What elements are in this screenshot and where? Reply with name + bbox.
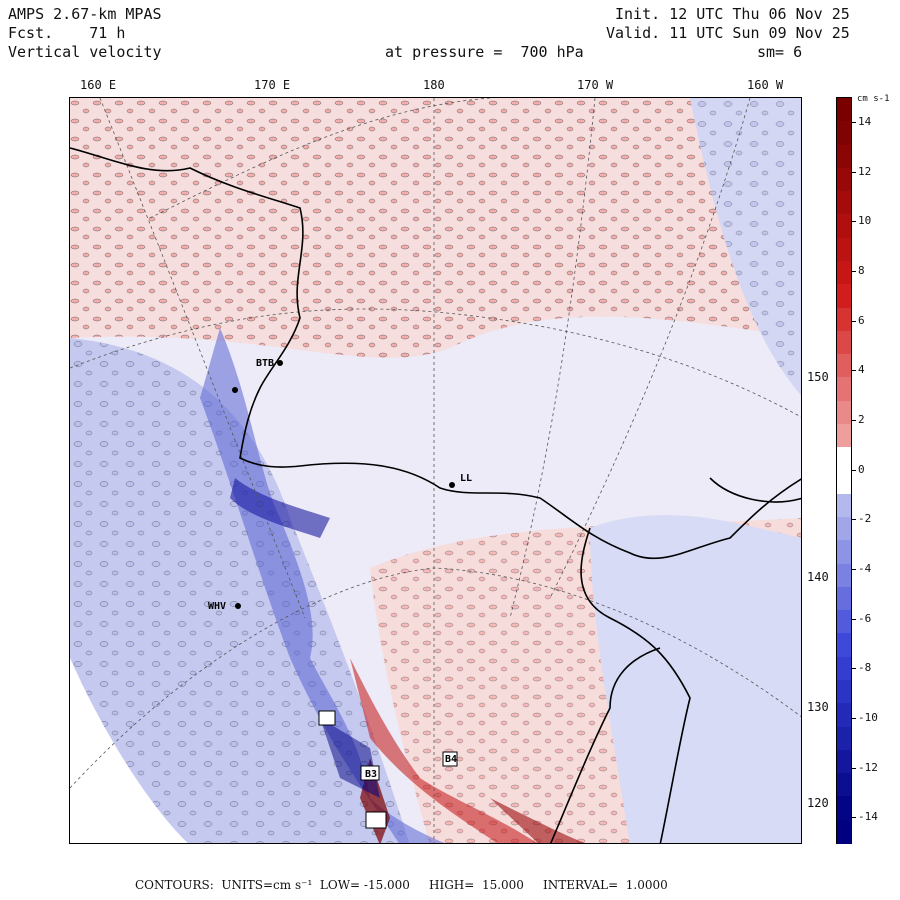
colorbar-tick	[852, 419, 856, 421]
colorbar-label: -6	[858, 611, 872, 625]
lon-label-170w: 170 W	[577, 78, 614, 92]
colorbar-tick	[852, 519, 856, 521]
colorbar-bin	[837, 796, 851, 821]
colorbar-tick	[852, 568, 856, 570]
colorbar-label: 12	[858, 164, 872, 178]
model-title: AMPS 2.67-km MPAS	[8, 5, 162, 23]
colorbar-tick	[852, 121, 856, 123]
colorbar	[836, 97, 852, 844]
colorbar-label: -4	[858, 561, 872, 575]
colorbar-label: 0	[858, 462, 865, 476]
colorbar-units: cm s-1	[857, 94, 890, 104]
lon-label-180: 180	[423, 78, 445, 92]
colorbar-bin	[837, 703, 851, 728]
colorbar-bin	[837, 610, 851, 634]
colorbar-bin	[837, 400, 851, 425]
colorbar-bin	[837, 773, 851, 797]
colorbar-bin	[837, 260, 851, 285]
vertical-velocity-map	[70, 98, 801, 843]
colorbar-bin	[837, 656, 851, 681]
colorbar-label: -2	[858, 512, 872, 526]
colorbar-bin	[837, 167, 851, 192]
lat-label-140w: 140 W	[806, 570, 845, 584]
colorbar-label: -8	[858, 661, 872, 675]
field-name: Vertical velocity	[8, 43, 162, 61]
forecast-hour: Fcst. 71 h	[8, 24, 126, 42]
colorbar-label: 4	[858, 363, 865, 377]
lon-label-160w: 160 W	[747, 78, 784, 92]
colorbar-bin	[837, 214, 851, 239]
colorbar-bin	[837, 354, 851, 378]
colorbar-label: 14	[858, 114, 872, 128]
colorbar-label: 10	[858, 214, 872, 228]
colorbar-bin	[837, 470, 851, 495]
colorbar-tick	[852, 767, 856, 769]
station-btb-label: BTB	[256, 358, 275, 369]
colorbar-bin	[837, 144, 851, 169]
colorbar-bin	[837, 307, 851, 332]
map-panel: BTB LL WHV B4 B3	[69, 97, 802, 844]
init-time: Init. 12 UTC Thu 06 Nov 25	[615, 5, 850, 23]
valid-time: Valid. 11 UTC Sun 09 Nov 25	[606, 24, 850, 42]
colorbar-bin	[837, 517, 851, 541]
colorbar-label: -12	[858, 760, 878, 774]
colorbar-bin	[837, 493, 851, 518]
lon-label-170e: 170 E	[254, 78, 291, 92]
lon-label-160e: 160 E	[80, 78, 117, 92]
colorbar-label: 2	[858, 412, 865, 426]
station-ll-label: LL	[460, 473, 473, 484]
colorbar-tick	[852, 320, 856, 322]
colorbar-bin	[837, 237, 851, 262]
colorbar-bin	[837, 819, 851, 844]
colorbar-tick	[852, 370, 856, 372]
colorbar-bin	[837, 330, 851, 355]
colorbar-bin	[837, 447, 851, 471]
pressure-level: at pressure = 700 hPa	[385, 43, 584, 61]
lat-label-150w: 150 W	[806, 370, 845, 384]
colorbar-tick	[852, 270, 856, 272]
colorbar-tick	[852, 618, 856, 620]
colorbar-label: -10	[858, 710, 878, 724]
colorbar-bin	[837, 633, 851, 658]
colorbar-bin	[837, 98, 851, 122]
colorbar-bin	[837, 284, 851, 309]
colorbar-tick	[852, 717, 856, 719]
contour-info: CONTOURS: UNITS=cm s⁻¹ LOW= -15.000 HIGH…	[135, 878, 668, 892]
colorbar-tick	[852, 171, 856, 173]
colorbar-label: 8	[858, 263, 865, 277]
colorbar-bin	[837, 121, 851, 146]
colorbar-bin	[837, 726, 851, 751]
smoothing-value: sm= 6	[757, 43, 803, 61]
colorbar-tick	[852, 469, 856, 471]
station-whv-label: WHV	[208, 601, 227, 612]
colorbar-bin	[837, 423, 851, 448]
lat-label-120w: 120 W	[806, 796, 845, 810]
colorbar-tick	[852, 668, 856, 670]
lat-label-130w: 130 W	[806, 700, 845, 714]
colorbar-bin	[837, 749, 851, 774]
station-b4-label: B4	[445, 754, 458, 765]
colorbar-bin	[837, 540, 851, 565]
station-b3-label: B3	[365, 769, 378, 780]
colorbar-bin	[837, 680, 851, 704]
colorbar-bin	[837, 191, 851, 215]
colorbar-tick	[852, 221, 856, 223]
colorbar-bin	[837, 586, 851, 611]
colorbar-bin	[837, 563, 851, 588]
colorbar-label: -14	[858, 810, 878, 824]
colorbar-label: 6	[858, 313, 865, 327]
colorbar-tick	[852, 817, 856, 819]
colorbar-bin	[837, 377, 851, 402]
